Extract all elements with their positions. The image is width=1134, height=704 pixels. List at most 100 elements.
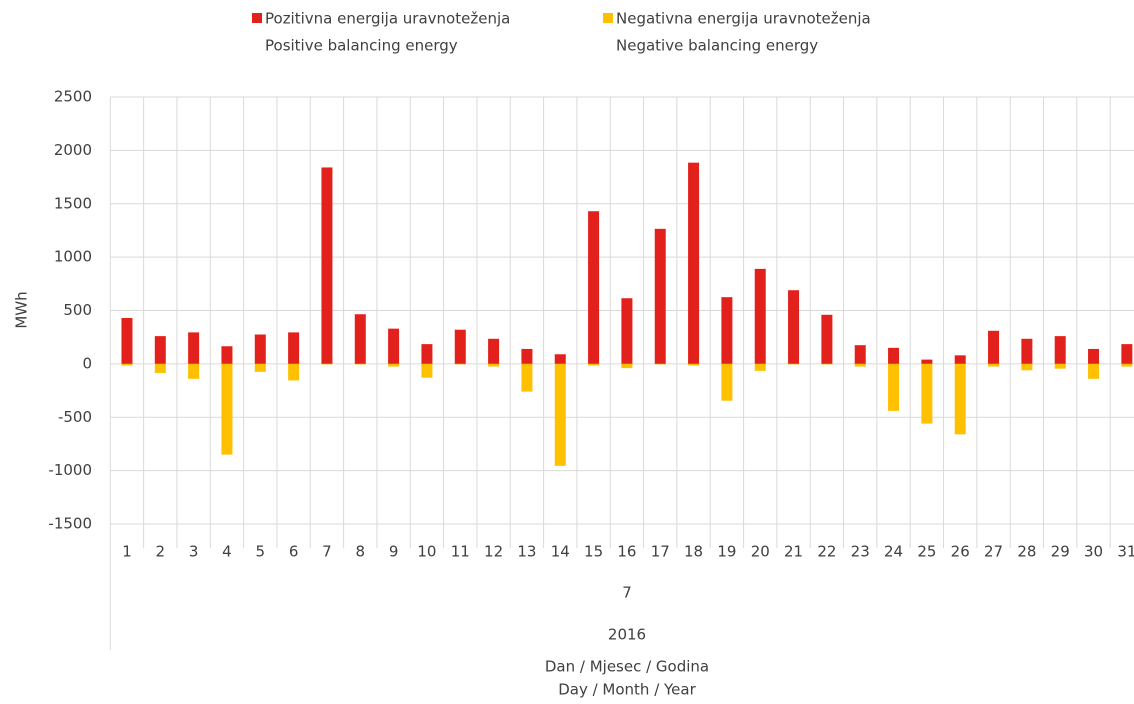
- bar: [154, 363, 166, 373]
- bar: [954, 363, 966, 435]
- x-tick-label: 11: [451, 543, 470, 561]
- bar: [221, 363, 233, 455]
- bar: [554, 354, 566, 364]
- legend-label: Positive balancing energy: [265, 37, 458, 55]
- bar: [1054, 363, 1066, 369]
- x-tick-label: 8: [356, 543, 366, 561]
- bar: [121, 363, 133, 366]
- x-tick-label: 24: [884, 543, 903, 561]
- bar: [621, 363, 633, 369]
- bar: [988, 330, 1000, 364]
- x-tick-label: 3: [189, 543, 199, 561]
- bar: [788, 290, 800, 364]
- x-tick-label: 30: [1084, 543, 1103, 561]
- x-tick-label: 26: [951, 543, 970, 561]
- bar: [454, 363, 466, 365]
- year-label: 2016: [608, 626, 646, 644]
- x-tick-label: 9: [389, 543, 399, 561]
- x-axis-label: Dan / Mjesec / Godina: [545, 658, 709, 676]
- bar: [354, 314, 366, 364]
- x-axis-label: Day / Month / Year: [558, 681, 696, 699]
- bar: [654, 363, 666, 365]
- x-tick-label: 1: [122, 543, 132, 561]
- y-tick-label: 0: [82, 354, 92, 372]
- bar: [354, 363, 366, 365]
- bar: [754, 363, 766, 371]
- bar: [388, 363, 400, 367]
- bar: [254, 363, 266, 372]
- bar: [854, 345, 866, 364]
- x-tick-label: 13: [517, 543, 536, 561]
- bar: [221, 346, 233, 364]
- bar: [588, 363, 600, 366]
- bar: [1054, 336, 1066, 364]
- bar: [188, 332, 200, 364]
- x-tick-label: 22: [817, 543, 836, 561]
- bar: [721, 297, 733, 364]
- y-tick-label: -500: [58, 408, 92, 426]
- bar: [588, 211, 600, 364]
- bar: [321, 363, 333, 365]
- legend-swatch: [252, 13, 262, 23]
- bar: [921, 363, 933, 424]
- bar: [321, 167, 333, 364]
- bar: [388, 328, 400, 364]
- y-axis-label: MWh: [13, 291, 31, 328]
- bar: [1121, 363, 1133, 367]
- bar: [788, 363, 800, 365]
- legend-label: Negativna energija uravnoteženja: [616, 10, 871, 28]
- y-tick-label: 1500: [54, 194, 92, 212]
- bar: [288, 363, 300, 381]
- bar: [954, 355, 966, 364]
- legend-swatch: [603, 13, 613, 23]
- bar: [1021, 338, 1033, 364]
- x-tick-label: 27: [984, 543, 1003, 561]
- bar: [488, 338, 500, 364]
- bar: [521, 363, 533, 392]
- x-tick-label: 18: [684, 543, 703, 561]
- x-tick-label: 14: [551, 543, 570, 561]
- bar: [1021, 363, 1033, 371]
- bar: [421, 344, 433, 364]
- x-tick-label: 25: [917, 543, 936, 561]
- bar: [688, 162, 700, 364]
- bar: [254, 334, 266, 364]
- month-label: 7: [622, 584, 632, 602]
- x-tick-label: 15: [584, 543, 603, 561]
- x-tick-label: 12: [484, 543, 503, 561]
- x-tick-label: 5: [256, 543, 266, 561]
- bar: [988, 363, 1000, 367]
- bar: [888, 363, 900, 411]
- y-tick-label: 1000: [54, 248, 92, 266]
- bar: [921, 359, 933, 364]
- x-tick-label: 17: [651, 543, 670, 561]
- x-tick-label: 20: [751, 543, 770, 561]
- bar: [821, 363, 833, 365]
- bar: [654, 228, 666, 364]
- y-tick-label: 2500: [54, 88, 92, 106]
- bar: [421, 363, 433, 378]
- bar: [1088, 348, 1100, 364]
- bar: [288, 332, 300, 364]
- bar: [621, 298, 633, 364]
- x-tick-label: 29: [1051, 543, 1070, 561]
- x-tick-label: 4: [222, 543, 232, 561]
- bar: [1088, 363, 1100, 379]
- bar: [454, 329, 466, 364]
- x-tick-label: 10: [417, 543, 436, 561]
- bar: [154, 336, 166, 364]
- bar: [488, 363, 500, 367]
- x-tick-label: 23: [851, 543, 870, 561]
- bar: [888, 347, 900, 364]
- x-tick-label: 7: [322, 543, 332, 561]
- legend-label: Negative balancing energy: [616, 37, 818, 55]
- x-tick-label: 19: [717, 543, 736, 561]
- y-tick-label: -1000: [48, 461, 92, 479]
- legend-label: Pozitivna energija uravnoteženja: [265, 10, 510, 28]
- bar: [754, 268, 766, 364]
- x-tick-label: 31: [1117, 543, 1134, 561]
- y-tick-label: -1500: [48, 515, 92, 533]
- bar: [121, 317, 133, 364]
- x-tick-label: 21: [784, 543, 803, 561]
